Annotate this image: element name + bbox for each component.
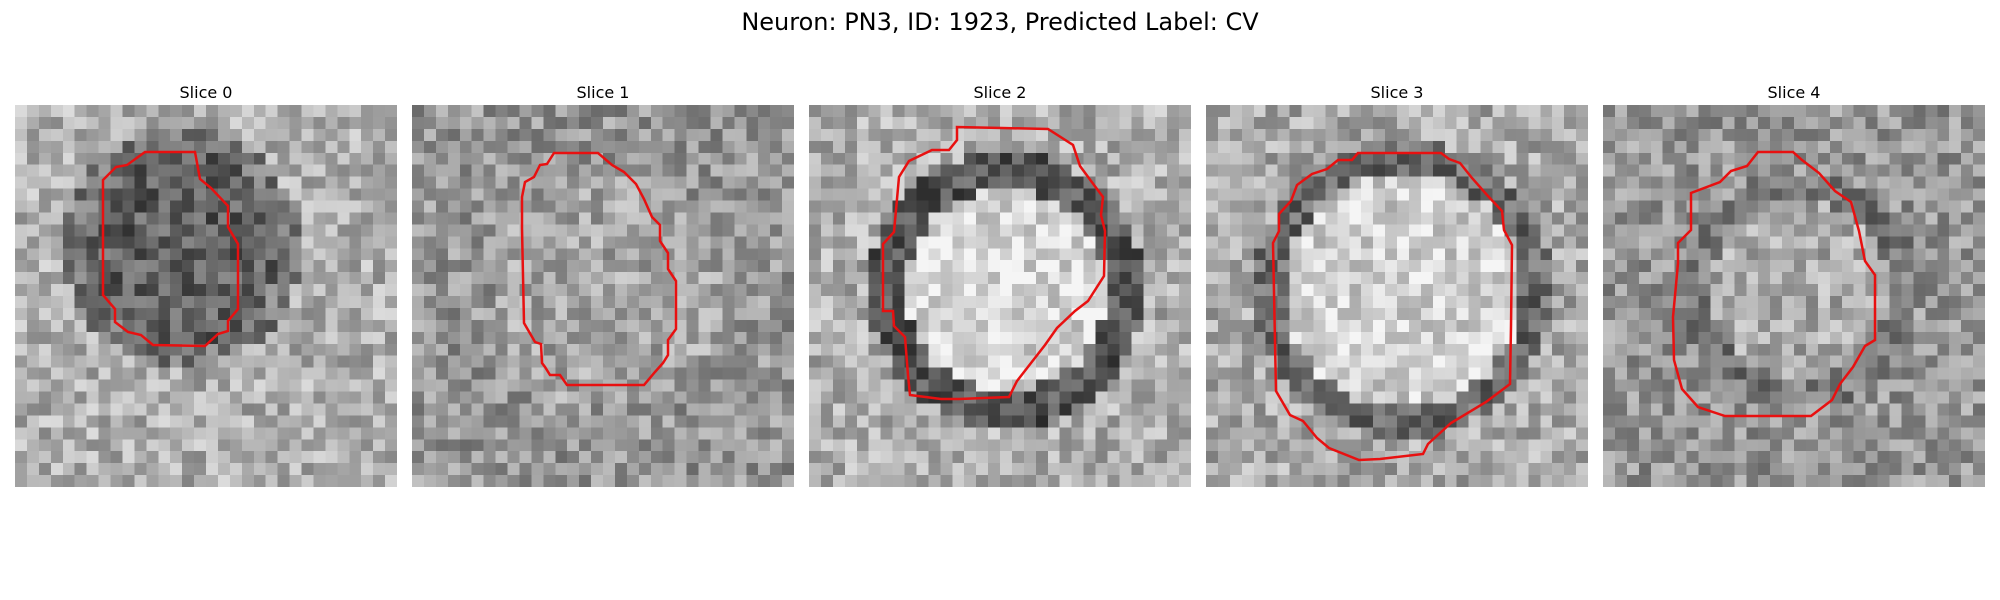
pixel-grid-3 [1206,105,1588,487]
slice-title-0: Slice 0 [179,83,233,102]
figure-title: Neuron: PN3, ID: 1923, Predicted Label: … [741,8,1259,36]
segmentation-contour-0 [101,150,240,348]
segmentation-contour-3 [1271,151,1514,462]
slice-image-0 [15,105,397,487]
segmentation-contour-1 [520,151,678,387]
segmentation-contour-4 [1671,150,1877,418]
pixel-grid-1 [412,105,794,487]
slice-image-1 [412,105,794,487]
slice-image-2 [809,105,1191,487]
slice-title-4: Slice 4 [1767,83,1821,102]
pixel-grid-2 [809,105,1191,487]
slice-title-1: Slice 1 [576,83,630,102]
pixel-grid-0 [15,105,397,487]
slice-image-4 [1603,105,1985,487]
slice-image-3 [1206,105,1588,487]
segmentation-contour-2 [881,125,1107,401]
pixel-grid-4 [1603,105,1985,487]
slice-title-2: Slice 2 [973,83,1027,102]
slice-title-3: Slice 3 [1370,83,1424,102]
